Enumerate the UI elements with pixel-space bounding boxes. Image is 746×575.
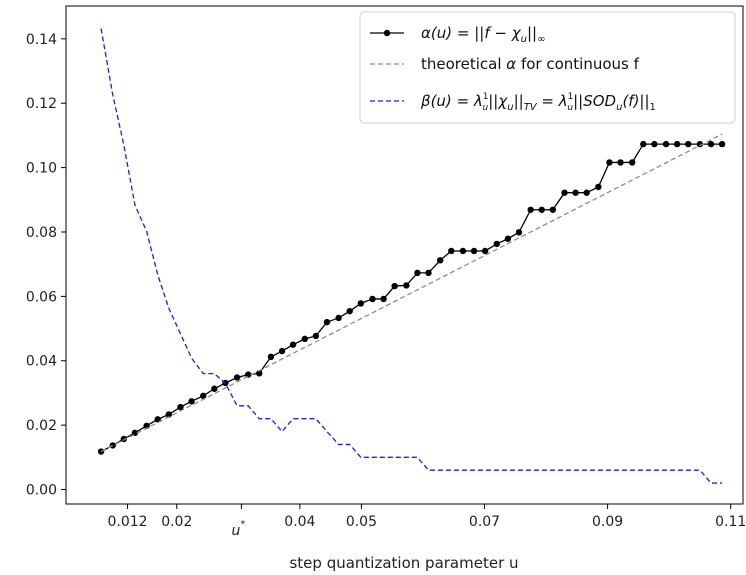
x-tick-label: 0.11 bbox=[715, 514, 746, 530]
data-point-alpha bbox=[448, 247, 455, 255]
data-point-alpha bbox=[188, 398, 195, 405]
data-point-alpha bbox=[120, 435, 128, 443]
data-point-alpha bbox=[391, 282, 398, 290]
data-point-alpha bbox=[211, 385, 218, 392]
data-point-alpha bbox=[572, 189, 579, 196]
data-point-alpha bbox=[301, 335, 308, 343]
data-point-alpha bbox=[583, 189, 590, 196]
x-tick-label: 0.04 bbox=[284, 514, 315, 530]
data-point-alpha bbox=[244, 371, 252, 378]
legend-marker-alpha bbox=[383, 29, 391, 37]
legend-label-alpha: α(u) = ||f − χu||∞ bbox=[421, 24, 545, 45]
data-point-alpha bbox=[200, 392, 207, 400]
data-point-alpha bbox=[425, 269, 432, 277]
data-point-alpha bbox=[629, 159, 636, 166]
data-point-alpha bbox=[436, 257, 444, 264]
data-point-alpha bbox=[165, 411, 172, 418]
y-tick-label: 0.08 bbox=[26, 225, 57, 241]
x-axis-label: step quantization parameter u bbox=[289, 554, 518, 572]
y-tick-label: 0.00 bbox=[26, 483, 57, 499]
x-tick-label: 0.012 bbox=[107, 514, 147, 530]
data-point-alpha bbox=[651, 140, 658, 148]
data-point-alpha bbox=[256, 370, 263, 377]
data-point-alpha bbox=[346, 307, 353, 315]
data-point-alpha bbox=[696, 140, 704, 148]
data-point-alpha bbox=[561, 189, 568, 196]
series-line-theoretical bbox=[100, 133, 723, 453]
series-line-beta bbox=[100, 28, 723, 484]
data-point-alpha bbox=[323, 318, 331, 326]
data-point-alpha bbox=[515, 229, 523, 236]
data-point-alpha bbox=[470, 247, 478, 255]
data-point-alpha bbox=[481, 247, 489, 255]
data-point-alpha bbox=[267, 353, 275, 361]
x-tick-label: 0.05 bbox=[346, 514, 377, 530]
data-point-alpha bbox=[177, 403, 184, 411]
x-tick-label: 0.09 bbox=[592, 514, 623, 530]
x-tick-label: 0.02 bbox=[161, 514, 192, 530]
y-axis: 0.00 0.02 0.04 0.06 0.08 0.10 0.12 0.14 bbox=[26, 32, 66, 499]
data-point-alpha bbox=[289, 341, 297, 348]
data-point-alpha bbox=[617, 159, 624, 166]
data-point-alpha bbox=[493, 240, 501, 248]
data-point-alpha bbox=[662, 140, 670, 148]
data-point-alpha bbox=[109, 442, 116, 449]
data-point-alpha bbox=[718, 140, 726, 148]
y-tick-label: 0.12 bbox=[26, 96, 57, 112]
y-tick-label: 0.06 bbox=[26, 289, 57, 305]
data-point-alpha bbox=[527, 206, 534, 213]
legend: α(u) = ||f − χu||∞ theoretical α for con… bbox=[359, 11, 736, 124]
data-point-alpha bbox=[673, 140, 681, 148]
y-tick-label: 0.14 bbox=[26, 32, 57, 48]
y-tick-label: 0.10 bbox=[26, 161, 57, 177]
data-point-alpha bbox=[606, 159, 613, 166]
data-point-alpha bbox=[707, 140, 715, 148]
y-tick-label: 0.02 bbox=[26, 418, 57, 434]
data-point-alpha bbox=[369, 295, 376, 303]
data-point-alpha bbox=[685, 140, 692, 148]
data-point-alpha bbox=[403, 282, 410, 289]
data-point-alpha bbox=[459, 247, 467, 255]
data-point-alpha bbox=[380, 295, 387, 303]
data-point-alpha bbox=[233, 374, 241, 381]
x-tick-label: 0.07 bbox=[469, 514, 500, 530]
data-point-alpha bbox=[312, 332, 320, 340]
data-point-alpha bbox=[549, 206, 557, 213]
data-point-alpha bbox=[414, 269, 421, 277]
y-tick-label: 0.04 bbox=[26, 354, 57, 370]
legend-box bbox=[359, 11, 736, 124]
data-point-alpha bbox=[538, 206, 545, 213]
data-point-alpha bbox=[640, 140, 647, 148]
data-point-alpha bbox=[154, 416, 161, 423]
data-point-alpha bbox=[278, 347, 286, 355]
data-point-alpha bbox=[504, 235, 512, 242]
data-point-alpha bbox=[357, 300, 365, 307]
data-point-alpha bbox=[335, 314, 342, 322]
legend-label-theoretical: theoretical α for continuous f bbox=[421, 55, 640, 73]
x-axis: 0.012 0.02 0.04 0.05 0.07 0.09 0.11 u* bbox=[107, 504, 746, 539]
x-tick-label-u-star: u* bbox=[231, 519, 245, 539]
legend-label-beta: β(u) = λ1 u||χu||TV = λ1 u||SODu(f)||1 bbox=[420, 92, 656, 113]
data-point-alpha bbox=[595, 183, 602, 191]
